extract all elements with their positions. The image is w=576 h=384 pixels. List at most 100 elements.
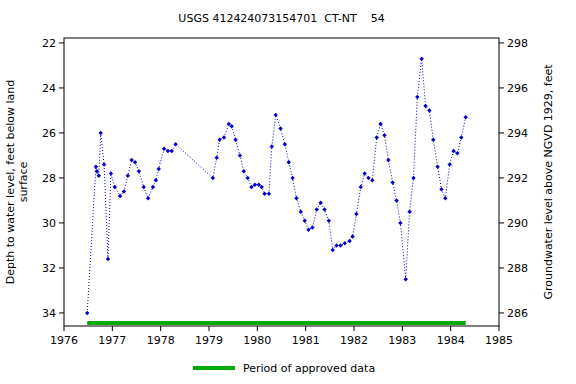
data-point	[294, 196, 298, 200]
data-point	[448, 162, 452, 166]
y2-tick	[499, 42, 504, 43]
x-tick-label: 1976	[50, 334, 78, 347]
data-point	[366, 176, 370, 180]
data-point	[398, 221, 402, 225]
y2-tick	[499, 222, 504, 223]
data-point	[102, 162, 106, 166]
title: USGS 412424073154701 CT-NT 54	[178, 12, 384, 25]
y2-tick	[499, 177, 504, 178]
x-tick-label: 1978	[147, 334, 175, 347]
data-point	[407, 210, 411, 214]
data-point	[354, 212, 358, 216]
plot-frame	[64, 38, 499, 326]
legend-label: Period of approved data	[243, 362, 375, 375]
data-point	[331, 248, 335, 252]
data-point	[451, 149, 455, 153]
data-point	[310, 225, 314, 229]
data-point	[334, 243, 338, 247]
data-point	[262, 192, 266, 196]
y-axis-label: surface	[17, 161, 30, 202]
data-point	[170, 149, 174, 153]
data-point	[318, 201, 322, 205]
data-point	[423, 104, 427, 108]
data-point	[85, 311, 89, 315]
x-tick-label: 1977	[98, 334, 126, 347]
data-point	[343, 241, 347, 245]
y2-tick-label: 290	[507, 217, 528, 230]
x-tick	[257, 326, 258, 331]
data-point	[435, 165, 439, 169]
y-tick-label: 34	[42, 307, 56, 320]
data-point	[386, 158, 390, 162]
data-point	[118, 194, 122, 198]
data-point	[94, 165, 98, 169]
data-point	[290, 176, 294, 180]
data-point	[394, 198, 398, 202]
data-point	[238, 153, 242, 157]
data-point	[362, 171, 366, 175]
data-point	[113, 185, 117, 189]
data-point	[162, 147, 166, 151]
data-point	[287, 160, 291, 164]
series-line	[87, 321, 465, 325]
y2-tick	[499, 87, 504, 88]
data-point	[427, 108, 431, 112]
y2-tick	[499, 267, 504, 268]
data-point	[370, 178, 374, 182]
data-point	[126, 174, 130, 178]
data-point	[222, 135, 226, 139]
data-point	[431, 138, 435, 142]
data-point	[157, 167, 161, 171]
y-tick	[59, 267, 64, 268]
y-tick	[59, 177, 64, 178]
data-point	[382, 133, 386, 137]
data-point	[142, 185, 146, 189]
data-point	[217, 138, 221, 142]
y-tick-label: 30	[42, 217, 56, 230]
x-tick-label: 1983	[388, 334, 416, 347]
y2-tick-label: 298	[507, 37, 528, 50]
x-tick	[402, 326, 403, 331]
data-point	[459, 135, 463, 139]
x-tick	[305, 326, 306, 331]
data-point	[338, 243, 342, 247]
plot-area	[85, 57, 468, 324]
data-point	[242, 169, 246, 173]
data-point	[270, 144, 274, 148]
y-tick-label: 32	[42, 262, 56, 275]
y2-tick-label: 294	[507, 127, 528, 140]
data-point	[137, 169, 141, 173]
data-point	[97, 174, 101, 178]
data-point	[455, 151, 459, 155]
y2-tick	[499, 312, 504, 313]
data-point	[133, 160, 137, 164]
y2-tick-label: 296	[507, 82, 528, 95]
y-tick	[59, 222, 64, 223]
chart: USGS 412424073154701 CT-NT 54 1976 1977 197…	[0, 0, 576, 384]
x-tick-label: 1979	[195, 334, 223, 347]
y-tick-label: 28	[42, 172, 56, 185]
y-tick-label: 24	[42, 82, 56, 95]
data-point	[259, 185, 263, 189]
data-point	[359, 185, 363, 189]
data-point	[415, 95, 419, 99]
data-point	[215, 156, 219, 160]
x-tick-label: 1981	[292, 334, 320, 347]
data-point	[322, 207, 326, 211]
data-point	[173, 142, 177, 146]
data-point	[439, 187, 443, 191]
x-tick-label: 1980	[243, 334, 271, 347]
y2-tick-label: 292	[507, 172, 528, 185]
data-point	[274, 113, 278, 117]
x-tick-label: 1984	[437, 334, 465, 347]
x-tick	[160, 326, 161, 331]
y-axis-label: Depth to water level, feet below land	[4, 80, 17, 285]
data-point	[233, 138, 237, 142]
data-point	[327, 219, 331, 223]
data-point	[99, 131, 103, 135]
y2-axis-label: Groundwater level above NGVD 1929, feet	[542, 64, 555, 300]
data-point	[347, 239, 351, 243]
data-point	[109, 171, 113, 175]
data-point	[146, 196, 150, 200]
data-point	[95, 169, 99, 173]
